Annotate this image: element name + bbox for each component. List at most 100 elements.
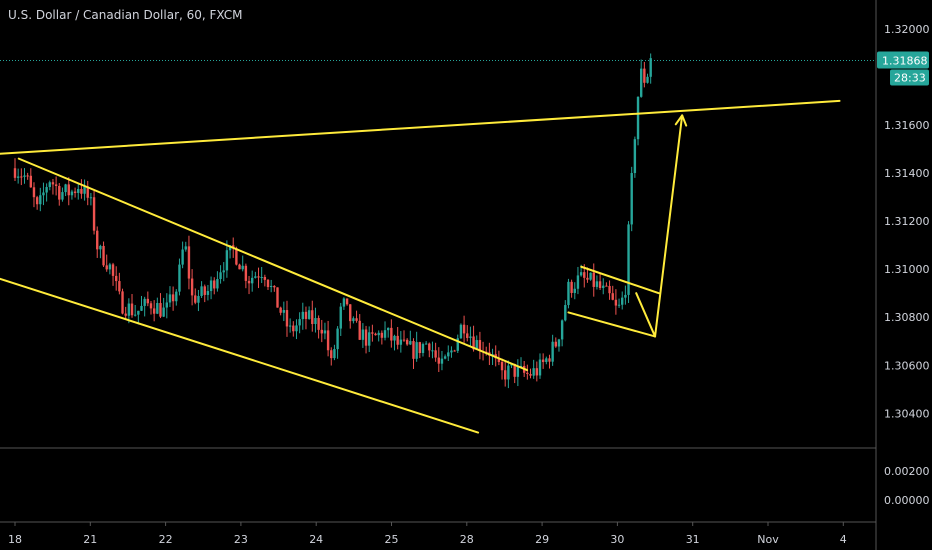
flag-top (580, 265, 660, 295)
candle-body (643, 68, 646, 83)
time-tick-label: 18 (8, 533, 22, 546)
candle-body (519, 365, 523, 367)
candle-body (197, 295, 200, 303)
candle-body (121, 291, 124, 314)
candle-body (345, 298, 349, 305)
candle-body (598, 281, 602, 288)
candle-body (48, 182, 51, 188)
candle-body (469, 336, 472, 338)
candle-body (371, 332, 374, 334)
candle-body (111, 264, 115, 276)
candle-body (77, 188, 80, 193)
price-tick-label: 1.31400 (884, 167, 930, 180)
candle-body (194, 295, 197, 303)
candle-body (99, 245, 102, 250)
candle-body (636, 96, 640, 140)
price-tick-label: 1.31000 (884, 263, 930, 276)
candle-body (602, 285, 605, 288)
time-tick-label: 4 (840, 533, 847, 546)
candle-body (320, 329, 323, 334)
time-tick-label: 23 (234, 533, 248, 546)
candle-body (557, 339, 561, 347)
candle-body (32, 187, 36, 198)
candle-body (209, 280, 213, 292)
candle-body (342, 298, 346, 307)
candle-body (611, 293, 614, 300)
candle-body (276, 287, 279, 308)
candle-body (178, 264, 181, 292)
candle-body (73, 191, 77, 193)
candle-body (453, 350, 456, 352)
candle-body (35, 197, 39, 205)
candle-body (206, 291, 210, 295)
candle-body (304, 311, 308, 319)
candle-body (51, 182, 55, 185)
candle-body (20, 176, 23, 178)
candle-body (380, 332, 384, 338)
candle-body (285, 310, 289, 327)
candle-body (478, 340, 482, 352)
candle-body (228, 245, 232, 251)
candle-body (475, 340, 478, 350)
candle-body (450, 350, 453, 353)
candle-body (118, 281, 121, 292)
candle-body (409, 341, 412, 345)
candle-body (190, 278, 194, 296)
candle-body (333, 349, 336, 359)
projection-up (654, 114, 684, 338)
candle-body (554, 341, 558, 347)
candle-body (171, 294, 175, 302)
candle-body (238, 264, 241, 270)
time-tick-label: 29 (535, 533, 549, 546)
candle-body (355, 318, 358, 321)
candle-body (339, 306, 342, 329)
candle-body (235, 248, 238, 265)
candle-body (13, 168, 17, 178)
candle-body (244, 265, 248, 281)
price-tick-label: 1.31200 (884, 215, 930, 228)
time-tick-label: 25 (385, 533, 399, 546)
candle-body (257, 276, 260, 278)
candle-body (548, 358, 551, 362)
candle-body (627, 224, 630, 295)
candle-body (472, 336, 475, 350)
price-tag-box (877, 51, 929, 69)
candle-body (374, 333, 377, 336)
candle-body (583, 272, 586, 278)
candle-body (646, 76, 649, 83)
candle-body (516, 365, 520, 377)
candle-body (165, 302, 169, 308)
candle-body (649, 58, 652, 77)
candle-body (137, 310, 140, 315)
candle-body (288, 325, 292, 327)
candle-body (440, 358, 444, 364)
candle-body (576, 275, 580, 289)
candle-body (80, 188, 83, 194)
candle-body (181, 249, 184, 265)
candle-body (143, 298, 146, 306)
candle-body (314, 318, 317, 325)
candle-body (162, 307, 165, 317)
candle-body (500, 362, 504, 371)
candle-body (462, 324, 466, 334)
candle-body (279, 307, 282, 313)
candle-body (386, 327, 390, 331)
time-tick-label: 31 (686, 533, 700, 546)
candle-body (219, 272, 222, 280)
indicator-tick-label: 0.00000 (884, 494, 930, 507)
candle-body (168, 294, 172, 303)
candle-body (295, 325, 298, 332)
candle-body (64, 184, 67, 193)
candle-body (447, 352, 450, 357)
candle-body (560, 320, 564, 340)
candle-body (349, 304, 352, 322)
candle-body (573, 288, 576, 293)
candle-body (124, 313, 127, 316)
candle-body (424, 343, 428, 345)
candle-body (58, 185, 61, 200)
candle-body (529, 374, 532, 376)
candle-body (149, 303, 153, 309)
